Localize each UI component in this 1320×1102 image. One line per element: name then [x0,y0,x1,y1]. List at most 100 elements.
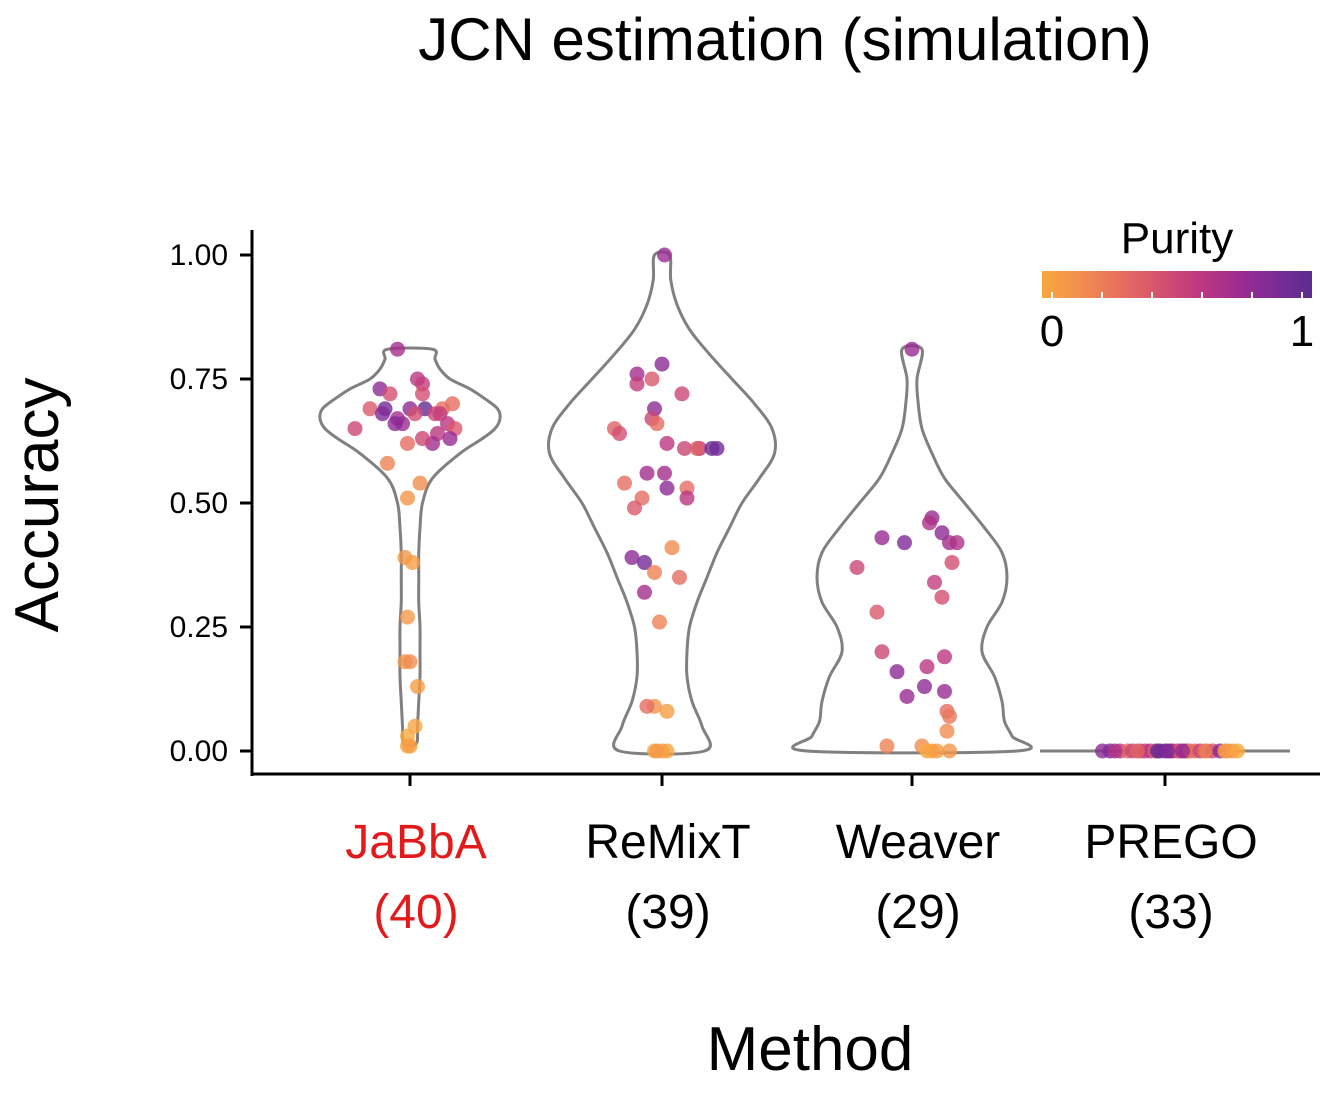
data-point [689,440,705,456]
data-point [407,406,423,422]
data-point [874,530,890,546]
data-point [654,356,670,372]
data-point [664,540,680,556]
x-tick-label: JaBbA [345,816,486,869]
data-point [922,515,937,531]
x-tick-label: ReMixT [585,816,750,869]
data-point [874,644,890,660]
data-point [415,386,430,402]
y-axis-label: Accuracy [3,378,72,633]
data-point [652,614,667,630]
data-point [400,490,415,506]
data-point [944,555,960,571]
data-point [929,743,945,759]
violin-weaver [791,344,1033,755]
data-point [1175,743,1190,759]
data-point [400,435,415,451]
data-point [709,440,725,456]
legend-max-label: 1 [1290,307,1314,356]
data-point [659,480,675,496]
data-point [649,743,665,759]
data-point [442,431,458,447]
data-point [347,421,363,437]
data-point [942,743,957,759]
data-point [627,500,642,516]
data-point [639,465,655,481]
data-point [390,341,405,357]
data-point [387,416,403,432]
data-point [942,708,957,724]
data-point [849,559,865,575]
data-point [659,703,675,719]
data-point [637,584,652,600]
chart-title: JCN estimation (simulation) [418,6,1152,73]
data-point [362,401,378,417]
data-point [400,609,415,625]
data-point [657,465,672,481]
y-tick-label: 0.75 [170,363,228,396]
purity-legend: Purity 0 1 [1040,214,1314,356]
data-point [649,416,665,432]
data-point [927,574,942,590]
data-points [347,247,1245,759]
violin-remixt [546,250,778,756]
data-point [624,550,640,566]
legend-min-label: 0 [1040,307,1064,356]
data-point [402,738,418,754]
data-point [639,698,655,714]
x-axis-label: Method [707,1015,914,1084]
data-point [897,535,912,551]
y-tick-label: 1.00 [170,239,228,272]
data-point [405,555,420,571]
data-point [1230,743,1245,759]
y-tick-label: 0.00 [170,735,228,768]
data-point [382,386,398,402]
data-point [445,396,460,412]
data-point [679,490,695,506]
y-tick-label: 0.50 [170,487,228,520]
data-point [1130,743,1145,759]
data-point [612,426,627,442]
data-point [617,475,632,491]
data-point [889,664,905,680]
data-point [939,723,955,739]
data-point [949,535,965,551]
x-ticks: JaBbA (40) ReMixT (39) Weaver (29) PREGO (33) [345,774,1258,939]
data-point [934,589,950,605]
data-point [415,431,430,447]
data-point [412,475,428,491]
x-tick-count-label: (39) [625,886,710,939]
data-point [644,371,660,387]
data-point [899,688,915,704]
data-point [380,455,395,471]
data-point [879,738,895,754]
x-tick-count-label: (29) [875,886,960,939]
data-point [1107,743,1123,759]
x-tick-label: PREGO [1084,816,1257,869]
data-point [1217,743,1233,759]
data-point [937,649,952,665]
data-point [410,679,425,695]
x-tick-count-label: (40) [373,886,458,939]
data-point [674,386,690,402]
legend-colorbar [1042,271,1312,298]
x-tick-label: Weaver [836,816,1001,869]
data-point [904,341,920,357]
plot-area: 0.00 0.25 0.50 0.75 1.00 JaBbA (40) ReMixT (39)… [170,230,1320,939]
data-point [917,679,932,695]
data-point [677,440,692,456]
data-point [659,435,675,451]
data-point [1197,743,1213,759]
violins [318,250,1290,756]
data-point [375,406,390,422]
x-tick-count-label: (33) [1128,886,1213,939]
data-point [937,683,952,699]
data-point [657,247,672,263]
data-point [402,654,418,670]
y-ticks: 0.00 0.25 0.50 0.75 1.00 [170,239,252,768]
data-point [1160,743,1175,759]
y-tick-label: 0.25 [170,611,228,644]
data-point [629,376,645,392]
legend-title: Purity [1121,214,1233,263]
